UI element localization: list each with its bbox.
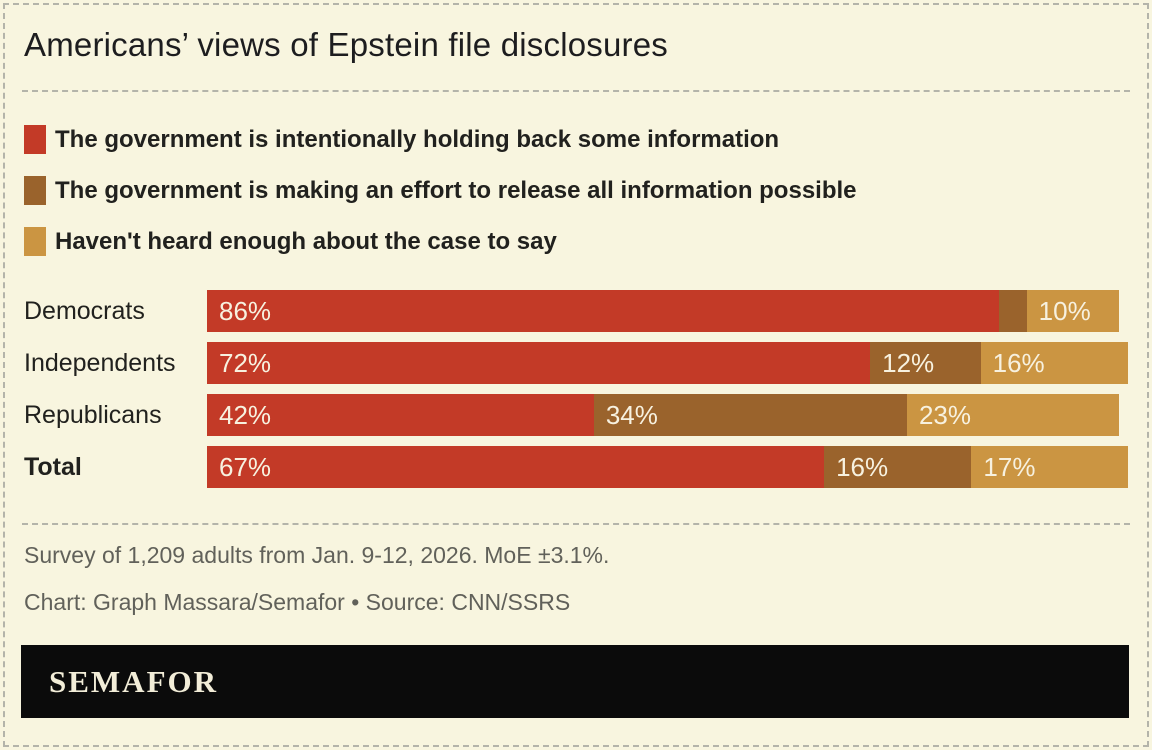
chart-title: Americans’ views of Epstein file disclos… bbox=[24, 26, 668, 63]
bar-value-label: 10% bbox=[1038, 295, 1091, 326]
legend-swatch bbox=[24, 176, 46, 205]
divider-top bbox=[22, 90, 1130, 92]
bar-row: Total 67% 16% 17% bbox=[24, 446, 1128, 488]
bar-value-label: 16% bbox=[836, 451, 889, 482]
legend: The government is intentionally holding … bbox=[24, 124, 1128, 257]
bar-segment: 23% bbox=[906, 394, 1119, 436]
bar-segment: 17% bbox=[971, 446, 1128, 488]
bar-row: Republicans 42% 34% 23% bbox=[24, 394, 1128, 436]
bar-segment: 34% bbox=[593, 394, 907, 436]
bar-track: 42% 34% 23% bbox=[207, 394, 1128, 436]
bar-row: Independents 72% 12% 16% bbox=[24, 342, 1128, 384]
legend-label: The government is intentionally holding … bbox=[55, 125, 780, 153]
bar-value-label: 17% bbox=[983, 451, 1036, 482]
bar-segment: 12% bbox=[870, 342, 981, 384]
legend-item: The government is making an effort to re… bbox=[24, 175, 1128, 206]
logo-text: SEMAFOR bbox=[49, 663, 218, 699]
legend-item: Haven't heard enough about the case to s… bbox=[24, 226, 1128, 257]
bar-value-label: 67% bbox=[219, 451, 272, 482]
legend-swatch bbox=[24, 227, 46, 256]
bar-segment: 67% bbox=[207, 446, 825, 488]
bar-segment: 72% bbox=[207, 342, 871, 384]
bar-value-label: 34% bbox=[605, 399, 658, 430]
bar-row: Democrats 86% 10% bbox=[24, 290, 1128, 332]
bar-segment: 16% bbox=[824, 446, 972, 488]
category-label: Democrats bbox=[24, 296, 145, 325]
bar-segment: 16% bbox=[980, 342, 1128, 384]
bar-value-label: 86% bbox=[219, 295, 272, 326]
bar-value-label: 23% bbox=[918, 399, 971, 430]
legend-swatch bbox=[24, 125, 46, 154]
bar-value-label: 16% bbox=[992, 347, 1045, 378]
bar-segment: 10% bbox=[1026, 290, 1119, 332]
bar-chart: Democrats 86% 10% Independents 72% 12% 16% Repu… bbox=[24, 290, 1128, 488]
bar-value-label: 12% bbox=[882, 347, 935, 378]
bar-value-label: 42% bbox=[219, 399, 272, 430]
legend-label: Haven't heard enough about the case to s… bbox=[55, 227, 557, 255]
legend-item: The government is intentionally holding … bbox=[24, 124, 1128, 155]
bar-segment: 86% bbox=[207, 290, 1000, 332]
category-label: Independents bbox=[24, 348, 176, 377]
semafor-logo: SEMAFOR bbox=[21, 645, 1129, 718]
survey-note: Survey of 1,209 adults from Jan. 9-12, 2… bbox=[24, 542, 610, 568]
category-label: Total bbox=[24, 452, 82, 481]
bar-track: 67% 16% 17% bbox=[207, 446, 1128, 488]
bar-track: 72% 12% 16% bbox=[207, 342, 1128, 384]
divider-bottom bbox=[22, 523, 1130, 525]
credit-note: Chart: Graph Massara/Semafor • Source: C… bbox=[24, 589, 571, 615]
bar-segment bbox=[999, 290, 1027, 332]
bar-segment: 42% bbox=[207, 394, 594, 436]
category-label: Republicans bbox=[24, 400, 162, 429]
legend-label: The government is making an effort to re… bbox=[55, 176, 857, 204]
bar-value-label: 72% bbox=[219, 347, 272, 378]
bar-track: 86% 10% bbox=[207, 290, 1128, 332]
